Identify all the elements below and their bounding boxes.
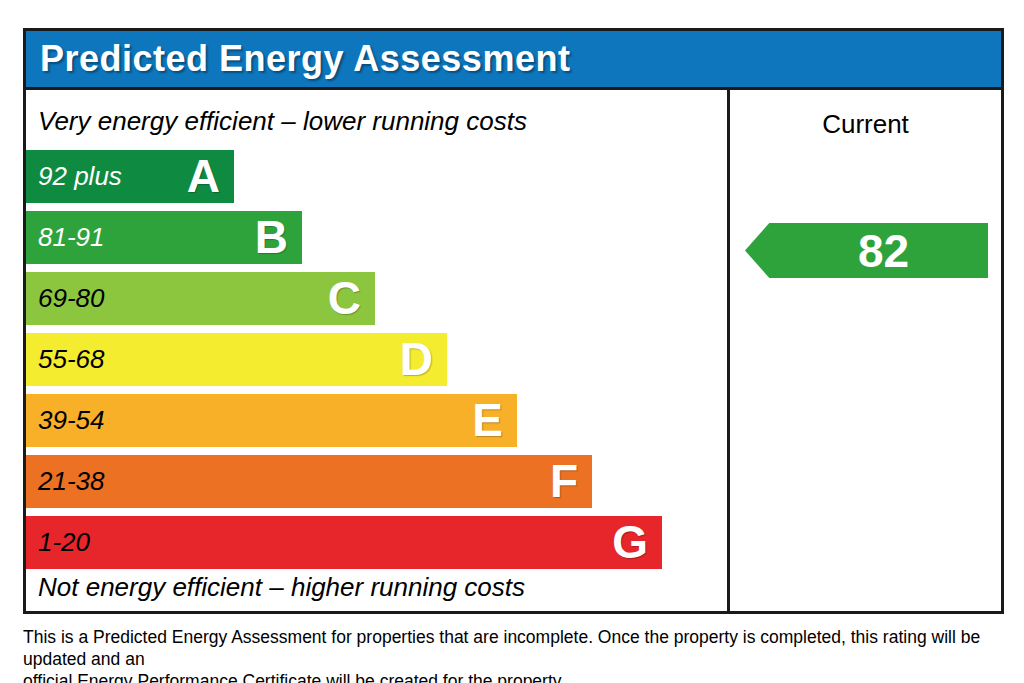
footer-line-1: This is a Predicted Energy Assessment fo… [23, 626, 1024, 670]
footer-note: This is a Predicted Energy Assessment fo… [23, 626, 1024, 683]
band-e: 39-54 E [26, 394, 517, 447]
band-range-label: 69-80 [38, 283, 105, 314]
band-letter: E [472, 394, 503, 447]
current-rating-arrow: 82 [745, 223, 988, 278]
band-f: 21-38 F [26, 455, 592, 508]
epc-chart-frame: Predicted Energy Assessment Very energy … [23, 28, 1004, 614]
footer-line-2: official Energy Performance Certificate … [23, 670, 1024, 683]
band-range-label: 39-54 [38, 405, 105, 436]
band-letter: F [550, 455, 578, 508]
band-letter: C [328, 272, 361, 325]
current-column-header: Current [730, 109, 1001, 140]
band-g: 1-20 G [26, 516, 662, 569]
current-rating-value: 82 [858, 224, 909, 278]
band-letter: D [400, 333, 433, 386]
bottom-caption: Not energy efficient – higher running co… [38, 572, 525, 603]
band-letter: B [255, 211, 288, 264]
band-d: 55-68 D [26, 333, 447, 386]
bands-panel: Very energy efficient – lower running co… [26, 90, 727, 611]
band-range-label: 21-38 [38, 466, 105, 497]
band-c: 69-80 C [26, 272, 375, 325]
page-title: Predicted Energy Assessment [40, 38, 570, 80]
rating-bands: 92 plus A 81-91 B 69-80 C 55-68 D 39-54 E 21-38 F 1-… [26, 150, 662, 577]
page: Predicted Energy Assessment Very energy … [0, 0, 1024, 683]
current-column: Current 82 [727, 90, 1001, 611]
top-caption: Very energy efficient – lower running co… [38, 106, 527, 137]
band-range-label: 92 plus [38, 161, 122, 192]
chart-body: Very energy efficient – lower running co… [26, 90, 1001, 611]
band-range-label: 55-68 [38, 344, 105, 375]
title-bar: Predicted Energy Assessment [26, 31, 1001, 90]
band-range-label: 81-91 [38, 222, 105, 253]
band-b: 81-91 B [26, 211, 302, 264]
band-letter: A [187, 150, 220, 203]
band-letter: G [612, 516, 648, 569]
band-a: 92 plus A [26, 150, 234, 203]
band-range-label: 1-20 [38, 527, 90, 558]
